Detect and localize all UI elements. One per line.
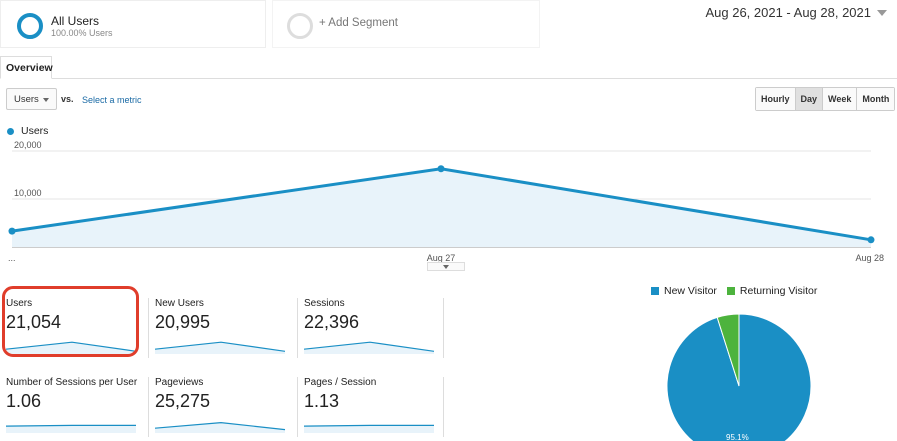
tab-bar: Overview <box>0 56 897 79</box>
chart-legend: Users <box>7 125 48 137</box>
x-tick-label: Aug 28 <box>855 253 884 263</box>
segment-subtitle: 100.00% Users <box>51 28 113 38</box>
scorecard-label: Users <box>6 298 33 309</box>
sparkline-fill <box>155 422 285 433</box>
sparkline-line <box>6 424 136 427</box>
data-point <box>437 165 445 173</box>
sparkline <box>304 341 435 354</box>
pie-legend-label: Returning Visitor <box>739 285 818 297</box>
sparkline-fill <box>304 342 434 354</box>
date-range-picker[interactable]: Aug 26, 2021 - Aug 28, 2021 <box>705 5 887 20</box>
scorecard-label: New Users <box>155 298 204 309</box>
scorecard-label: Pageviews <box>155 377 204 388</box>
granularity-selector: Hourly Day Week Month <box>755 87 896 111</box>
vs-label: vs. <box>61 94 74 104</box>
pie-percent-label: 95.1% <box>726 433 749 441</box>
pie-legend-returning: Returning Visitor <box>726 285 818 297</box>
sparkline-fill <box>6 425 136 433</box>
sparkline-line <box>6 341 137 352</box>
scorecard-label: Sessions <box>304 298 345 309</box>
legend-swatch-icon <box>651 287 659 295</box>
pie-legend-new: New Visitor <box>651 285 717 297</box>
scorecard[interactable]: Users 21,054 <box>0 298 145 358</box>
metric-select-value: Users <box>14 94 39 105</box>
scorecard[interactable]: Sessions 22,396 <box>297 298 444 358</box>
sparkline-fill <box>155 342 285 354</box>
sparkline-line <box>304 341 435 352</box>
empty-segment-ring-icon <box>287 13 313 39</box>
scorecard-label: Number of Sessions per User <box>6 377 138 388</box>
sparkline-line <box>304 424 434 427</box>
scorecard[interactable]: Number of Sessions per User 1.06 <box>0 377 145 437</box>
segment-title: All Users <box>51 14 100 28</box>
pie-slice-returning-visitor <box>716 313 740 387</box>
tab-overview[interactable]: Overview <box>0 56 53 79</box>
pie-legend: New Visitor Returning Visitor <box>651 285 817 297</box>
scorecard-value: 20,995 <box>155 312 211 332</box>
visitor-pie-chart <box>666 313 812 441</box>
granularity-week-button[interactable]: Week <box>823 88 858 110</box>
sparkline-line <box>155 341 286 352</box>
legend-dot-icon <box>7 127 14 135</box>
scorecard-value: 21,054 <box>6 312 62 332</box>
scorecard-label: Pages / Session <box>304 377 377 388</box>
sparkline <box>6 424 136 433</box>
segment-ring-icon <box>17 13 43 39</box>
sparkline-fill <box>6 342 136 354</box>
pie-legend-label: New Visitor <box>664 285 717 297</box>
sparkline <box>304 424 434 433</box>
chevron-down-icon <box>877 9 887 16</box>
area-fill <box>12 168 871 247</box>
sparkline-line <box>155 421 286 431</box>
date-range-text: Aug 26, 2021 - Aug 28, 2021 <box>705 5 871 20</box>
collapse-chart-handle[interactable] <box>427 262 465 271</box>
add-segment-label: + Add Segment <box>319 17 398 29</box>
data-point <box>8 227 16 235</box>
sparkline <box>6 341 137 354</box>
x-tick-label: ... <box>8 253 16 263</box>
sparkline <box>155 341 286 354</box>
add-segment-button[interactable]: + Add Segment <box>272 0 540 48</box>
scorecard[interactable]: Pageviews 25,275 <box>148 377 295 437</box>
sparkline <box>155 421 286 433</box>
granularity-month-button[interactable]: Month <box>857 88 895 110</box>
granularity-hourly-button[interactable]: Hourly <box>756 88 796 110</box>
y-tick-label: 20,000 <box>14 140 42 150</box>
x-tick-label: Aug 27 <box>427 253 456 263</box>
scorecard[interactable]: New Users 20,995 <box>148 298 295 358</box>
legend-swatch-icon <box>726 287 735 295</box>
data-point <box>867 236 875 244</box>
metric-select[interactable]: Users <box>6 88 57 110</box>
scorecard-value: 1.13 <box>304 391 340 411</box>
scorecard[interactable]: Pages / Session 1.13 <box>297 377 444 437</box>
y-tick-label: 10,000 <box>14 188 42 198</box>
granularity-day-button[interactable]: Day <box>795 88 824 110</box>
segment-all-users[interactable]: All Users 100.00% Users <box>0 0 266 48</box>
legend-label-users: Users <box>21 125 49 137</box>
sparkline-fill <box>304 425 434 433</box>
select-metric-link[interactable]: Select a metric <box>82 95 142 105</box>
scorecard-value: 25,275 <box>155 391 211 411</box>
highlight-box <box>2 286 139 357</box>
scorecard-value: 22,396 <box>304 312 360 332</box>
chevron-down-icon <box>43 98 49 102</box>
users-line-chart: 20,000 10,000... Aug 27 Aug 28 <box>8 140 884 263</box>
scorecard-value: 1.06 <box>6 391 42 411</box>
chevron-down-icon <box>443 265 449 269</box>
